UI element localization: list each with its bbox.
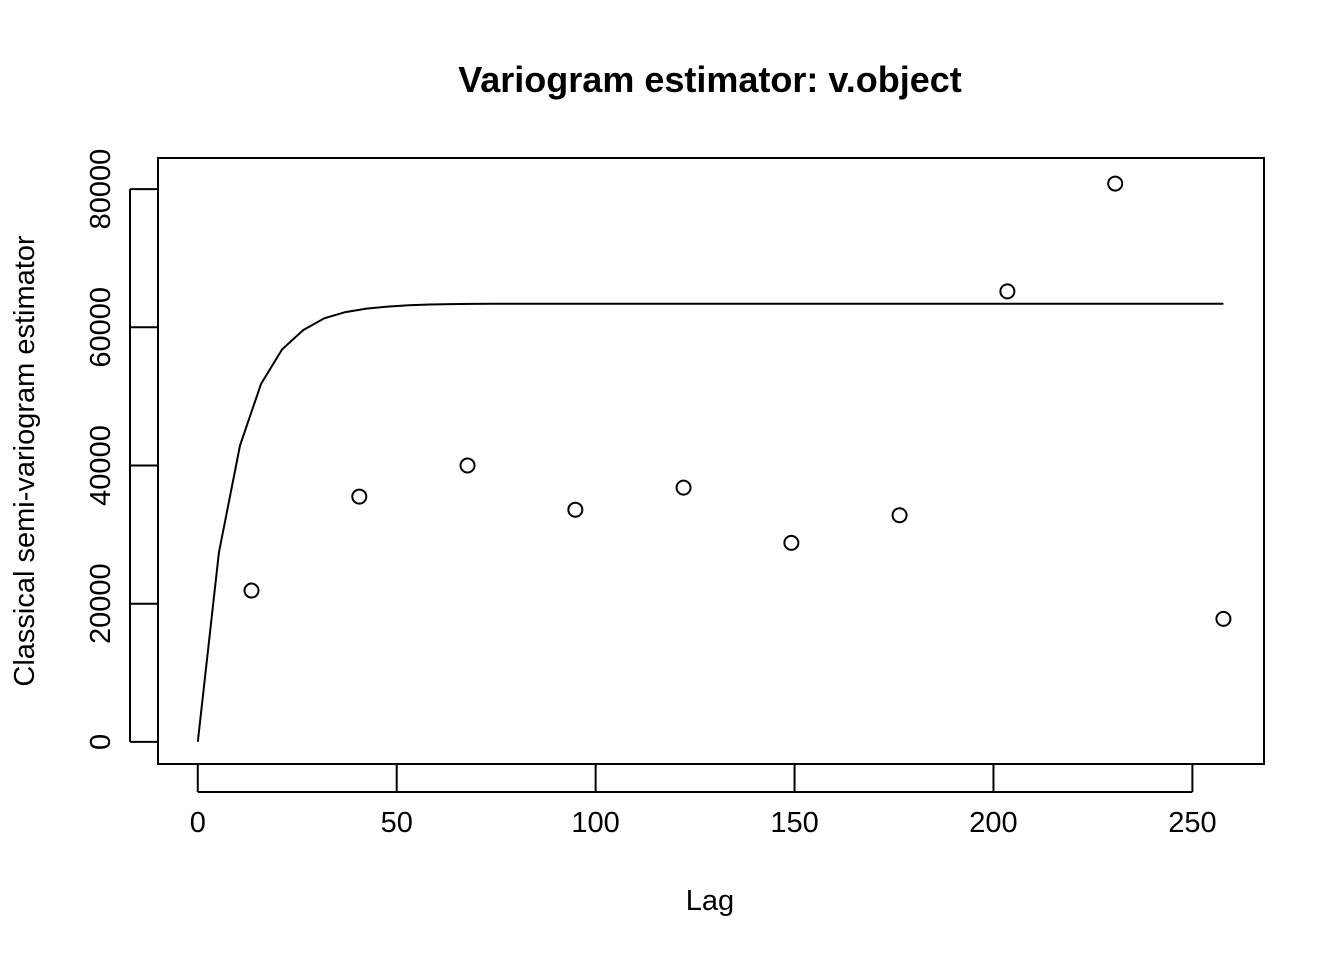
x-axis: 0 50 100 150 200 250: [190, 764, 1217, 839]
data-point: [1215, 610, 1232, 627]
plot-area-frame: [157, 157, 1265, 765]
x-tick-label: 150: [770, 807, 818, 839]
x-tick-label: 250: [1168, 807, 1216, 839]
y-tick-label: 0: [85, 734, 117, 750]
y-axis-label: Classical semi-variogram estimator: [9, 235, 41, 687]
y-axis: 0 20000 40000 60000 80000: [85, 149, 158, 750]
data-point: [783, 534, 800, 551]
x-tick-label: 100: [571, 807, 619, 839]
y-tick-label: 60000: [85, 287, 117, 368]
x-tick-label: 0: [190, 807, 206, 839]
empirical-variogram-points: [243, 175, 1232, 627]
data-point: [351, 488, 368, 505]
y-tick-label: 80000: [85, 149, 117, 230]
x-axis-label: Lag: [686, 885, 734, 917]
y-tick-label: 20000: [85, 563, 117, 644]
chart-title: Variogram estimator: v.object: [458, 59, 962, 100]
fitted-variogram-curve: [196, 302, 1224, 743]
data-point: [675, 479, 692, 496]
data-point: [1107, 175, 1124, 192]
data-point: [567, 501, 584, 518]
x-tick-label: 50: [381, 807, 413, 839]
x-tick-label: 200: [969, 807, 1017, 839]
data-point: [999, 283, 1016, 300]
data-point: [243, 582, 260, 599]
data-point: [891, 507, 908, 524]
y-tick-label: 40000: [85, 425, 117, 506]
data-point: [459, 457, 476, 474]
